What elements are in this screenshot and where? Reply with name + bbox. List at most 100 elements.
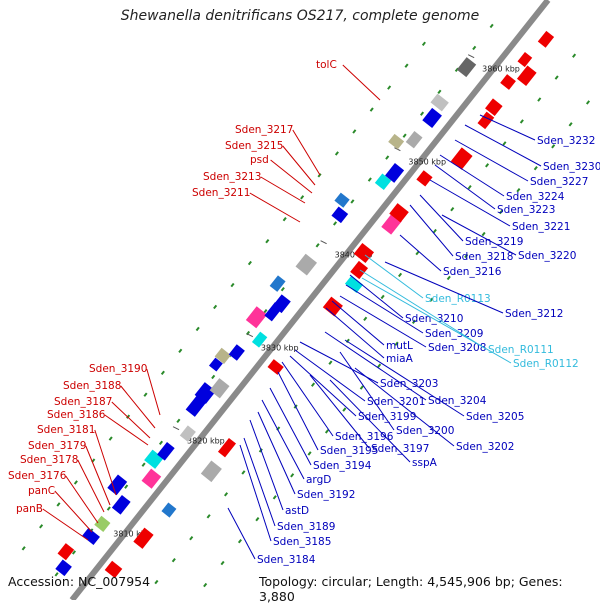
- right-label-leader: [309, 374, 370, 449]
- track-tick-2: [432, 228, 437, 234]
- right-label-leader: [257, 411, 296, 495]
- right-label-leader: [331, 300, 385, 346]
- gene-label-right: Sden_3230: [543, 161, 600, 173]
- track-tick-0: [282, 217, 287, 222]
- right-label-leader: [339, 351, 395, 431]
- track-tick-1: [158, 440, 164, 445]
- gene-label-right: Sden_R0111: [488, 344, 554, 356]
- gene-label-right: Sden_3205: [466, 411, 524, 423]
- plus-strand-gene: [185, 395, 206, 417]
- right-label-leader: [364, 254, 424, 299]
- gene-label-right: Sden_3219: [465, 236, 523, 248]
- track-tick-2: [154, 579, 159, 585]
- track-tick-3: [498, 209, 504, 215]
- gene-label-left: panC: [28, 485, 55, 497]
- gene-label-right: Sden_3216: [443, 266, 502, 278]
- plus-strand-gene: [107, 474, 128, 496]
- gene-label-right: Sden_3212: [505, 308, 563, 320]
- kbp-tick-mark: [394, 147, 401, 152]
- track-tick-0: [230, 282, 235, 288]
- minus-strand-gene: [104, 560, 123, 579]
- track-tick-2: [189, 536, 194, 541]
- track-tick-1: [176, 418, 181, 424]
- plus-strand-gene: [57, 543, 75, 561]
- gene-label-right: sspA: [412, 457, 438, 469]
- minus-strand-gene: [416, 170, 433, 187]
- left-label-leader: [65, 475, 99, 524]
- gene-label-right: Sden_3209: [425, 328, 483, 340]
- plus-strand-gene: [331, 206, 349, 224]
- track-tick-0: [387, 85, 392, 90]
- track-tick-1: [54, 572, 59, 577]
- gene-label-right: Sden_3204: [428, 395, 487, 407]
- track-tick-2: [241, 470, 246, 475]
- gene-label-right: Sden_3208: [428, 342, 486, 354]
- left-label-leader: [104, 414, 149, 446]
- right-label-leader: [419, 194, 464, 242]
- track-tick-3: [324, 429, 329, 434]
- minus-strand-gene: [344, 275, 364, 294]
- plus-strand-gene: [157, 442, 175, 461]
- gene-label-right: Sden_3200: [396, 425, 454, 437]
- plus-strand-gene: [141, 468, 162, 489]
- left-label-leader: [146, 368, 161, 416]
- track-tick-2: [171, 557, 176, 563]
- gene-label-right: Sden_3221: [512, 221, 570, 233]
- minus-strand-gene: [200, 460, 222, 483]
- plus-strand-gene: [214, 347, 231, 364]
- kbp-tick-mark: [467, 54, 475, 59]
- track-tick-0: [126, 414, 131, 419]
- track-tick-2: [206, 514, 211, 519]
- gene-label-left: Sden_3176: [8, 470, 67, 482]
- gene-label-left: Sden_3181: [37, 424, 95, 436]
- track-tick-3: [568, 122, 573, 127]
- left-label-leader: [42, 508, 89, 541]
- plus-strand-gene: [144, 449, 164, 469]
- track-tick-0: [213, 304, 218, 310]
- gene-label-right: Sden_3203: [380, 378, 438, 390]
- gene-label-right: astD: [285, 505, 309, 517]
- gene-label-right: Sden_3220: [518, 250, 576, 262]
- right-label-leader: [354, 367, 455, 447]
- gene-label-right: Sden_3199: [358, 411, 416, 423]
- track-tick-1: [385, 155, 390, 160]
- gene-label-left: psd: [250, 154, 269, 166]
- minus-strand-gene: [500, 74, 516, 90]
- kbp-tick-mark: [246, 333, 254, 338]
- track-tick-0: [178, 348, 183, 354]
- track-tick-1: [472, 45, 477, 51]
- track-tick-3: [516, 187, 521, 193]
- plus-strand-gene: [82, 527, 100, 545]
- right-label-leader: [289, 355, 357, 417]
- plus-strand-gene: [209, 378, 230, 399]
- track-tick-3: [237, 538, 242, 544]
- track-tick-1: [489, 23, 494, 29]
- track-tick-2: [363, 316, 368, 322]
- plus-strand-gene: [179, 425, 196, 442]
- gene-label-right: Sden_3224: [506, 191, 565, 203]
- plus-strand-gene: [55, 559, 72, 577]
- track-tick-1: [106, 506, 111, 511]
- right-label-leader: [324, 331, 427, 401]
- right-label-leader: [329, 379, 411, 463]
- left-label-leader: [292, 129, 321, 176]
- track-tick-0: [21, 546, 26, 551]
- kbp-label: 3850 kbp: [408, 158, 446, 167]
- track-tick-0: [39, 524, 44, 529]
- track-tick-2: [572, 53, 577, 58]
- left-label-leader: [260, 176, 306, 204]
- right-label-leader: [339, 295, 427, 348]
- minus-strand-gene: [389, 203, 409, 223]
- track-tick-2: [537, 97, 542, 102]
- right-label-leader: [344, 339, 465, 417]
- track-tick-2: [502, 141, 507, 146]
- gene-label-left: Sden_3186: [47, 409, 106, 421]
- track-tick-0: [300, 195, 305, 200]
- left-label-leader: [249, 192, 301, 223]
- gene-label-right: Sden_3223: [497, 204, 555, 216]
- plus-strand-gene: [422, 107, 442, 129]
- track-tick-1: [367, 177, 372, 182]
- plus-strand-gene: [272, 294, 291, 314]
- minus-strand-gene: [133, 527, 154, 549]
